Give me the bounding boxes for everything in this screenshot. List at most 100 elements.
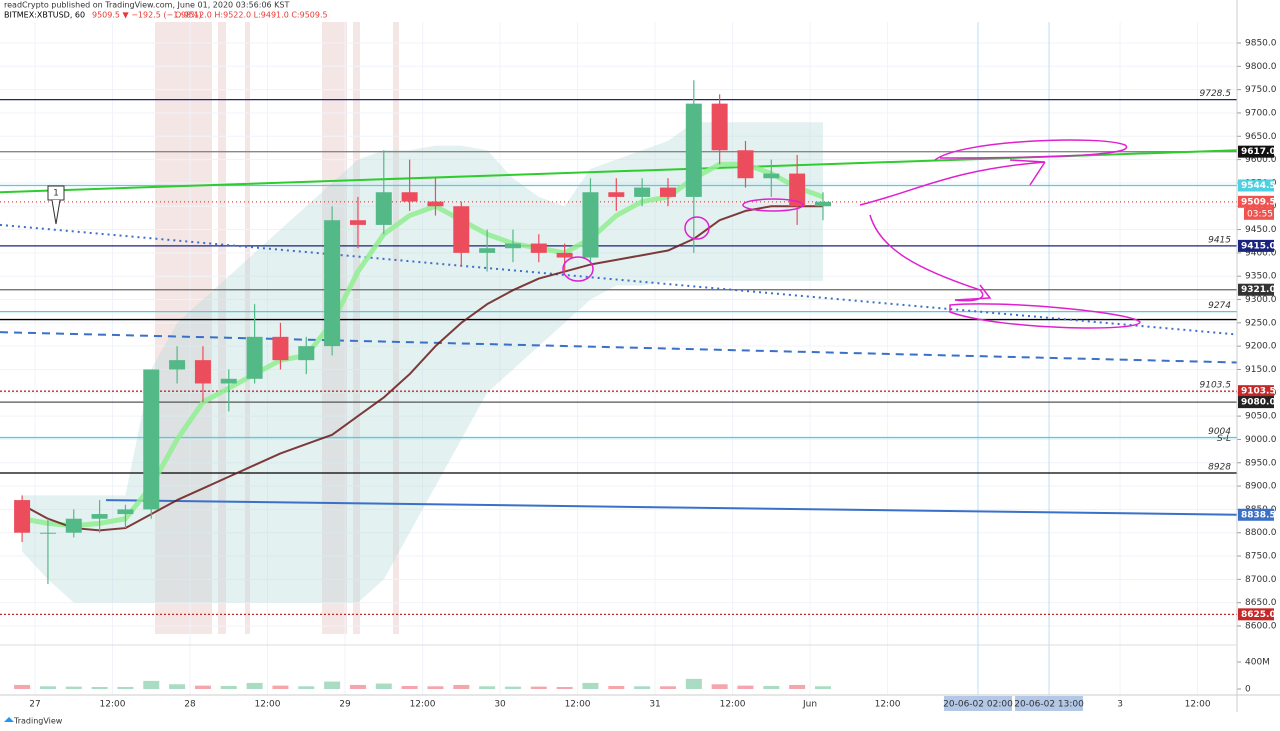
x-tick-label: 12:00 (1185, 700, 1211, 710)
time-marker-label: 20-06-02 13:00 (1014, 700, 1084, 710)
candle-body (659, 187, 676, 197)
volume-bar (711, 684, 728, 689)
price-tag-bg (1238, 396, 1274, 409)
volume-bar (427, 686, 444, 689)
y-tick-label: 9700.0 (1245, 108, 1277, 118)
level-label: 9004 (1208, 427, 1231, 437)
band-area (22, 122, 823, 603)
x-tick-label: 12:00 (875, 700, 901, 710)
volume-bar (556, 686, 573, 689)
candle-body (582, 192, 599, 258)
y-tick-label: 9800.0 (1245, 62, 1277, 72)
candle-body (711, 103, 728, 151)
price-tag-bg (1238, 145, 1274, 158)
price-tag: 9415.0 (1241, 241, 1276, 251)
price-tag-bg (1244, 207, 1274, 220)
volume-bar (14, 684, 31, 689)
volume-bar (65, 686, 82, 689)
volume-bar (659, 686, 676, 689)
trendline (0, 331, 1238, 364)
trendline (106, 499, 1238, 516)
symbol: BITMEX:XBTUSD, 60 (4, 11, 85, 20)
y-tick-label: 8700.0 (1245, 575, 1277, 585)
x-tick-label: 30 (494, 700, 506, 710)
candle-body (220, 378, 237, 384)
candle-body (349, 220, 366, 225)
candle-body (789, 173, 806, 207)
publish-info: readCrypto published on TradingView.com,… (4, 1, 289, 10)
candle-body (272, 336, 289, 361)
price-tag-bg (1238, 179, 1274, 192)
y-tick-label: 9250.0 (1245, 318, 1277, 328)
volume-bar (737, 685, 754, 689)
x-tick-label: 27 (29, 700, 40, 710)
price-tag: 9103.5 (1241, 387, 1276, 397)
x-tick-label: 12:00 (720, 700, 746, 710)
x-tick-label: 29 (339, 700, 351, 710)
candle-body (169, 360, 186, 370)
candle-body (246, 336, 263, 379)
x-tick-label: 12:00 (100, 700, 126, 710)
volume-bar (375, 683, 392, 689)
hand-annotations (562, 139, 1141, 329)
y-tick-label: 9450.0 (1245, 225, 1277, 235)
y-tick-label: 8900.0 (1245, 482, 1277, 492)
candle-body (14, 500, 31, 533)
level-label: 8928 (1208, 463, 1231, 473)
candle-body (194, 360, 211, 384)
x-tick-label: 12:00 (410, 700, 436, 710)
candle-body (91, 514, 108, 519)
y-tick-label: 9750.0 (1245, 85, 1277, 95)
candle-body (634, 187, 651, 197)
footer-brand: TradingView (13, 717, 63, 726)
volume-bar (298, 686, 315, 689)
price-tag-bg (1238, 508, 1274, 521)
volume-bar (685, 678, 702, 689)
price-tag-bg (1238, 239, 1274, 252)
y-tick-label: 8950.0 (1245, 458, 1277, 468)
y-tick-label: 9600.0 (1245, 155, 1277, 165)
y-tick-label: 9850.0 (1245, 38, 1277, 48)
y-tick-label: 9650.0 (1245, 132, 1277, 142)
time-marker-bg (943, 696, 1012, 711)
y-tick-label: 8650.0 (1245, 598, 1277, 608)
volume-bar (91, 686, 108, 689)
volume-bar (453, 684, 470, 689)
candle-body (427, 201, 444, 207)
candle-body (298, 346, 315, 361)
candle-body (737, 150, 754, 179)
plot-layer: 8600.08650.08700.08750.08800.08850.08900… (0, 22, 1277, 711)
level-label: 9728.5 (1200, 89, 1232, 99)
candle-body (763, 173, 780, 179)
volume-bar (608, 685, 625, 689)
price-tag-bg (1238, 385, 1274, 398)
candle-body (117, 509, 134, 515)
candle-body (814, 201, 831, 207)
x-tick-label: 31 (649, 700, 660, 710)
session-shading (155, 22, 399, 634)
y-tick-label: 9300.0 (1245, 295, 1277, 305)
volume-bar (220, 685, 237, 689)
price-tag: 9509.5 (1241, 197, 1276, 207)
x-tick-label: 12:00 (565, 700, 591, 710)
candle-body (39, 532, 56, 534)
candle-body (453, 206, 470, 253)
volume-bar (530, 686, 547, 689)
v-tick-label: 400M (1245, 657, 1270, 667)
volume-bar (582, 682, 599, 689)
y-tick-label: 8750.0 (1245, 552, 1277, 562)
candle-body (375, 192, 392, 225)
volume-bar (504, 686, 521, 689)
volume-bar (169, 684, 186, 689)
candle-body (556, 252, 573, 258)
volume-bar (349, 684, 366, 689)
level-label: S-L (1217, 434, 1231, 444)
volume-bar (814, 686, 831, 689)
time-marker-label: 20-06-02 02:00 (943, 700, 1013, 710)
volume-bar (143, 680, 160, 689)
volume-bar (634, 686, 651, 689)
candle-body (479, 248, 496, 253)
volume-bar (194, 685, 211, 689)
candle-body (143, 369, 160, 510)
